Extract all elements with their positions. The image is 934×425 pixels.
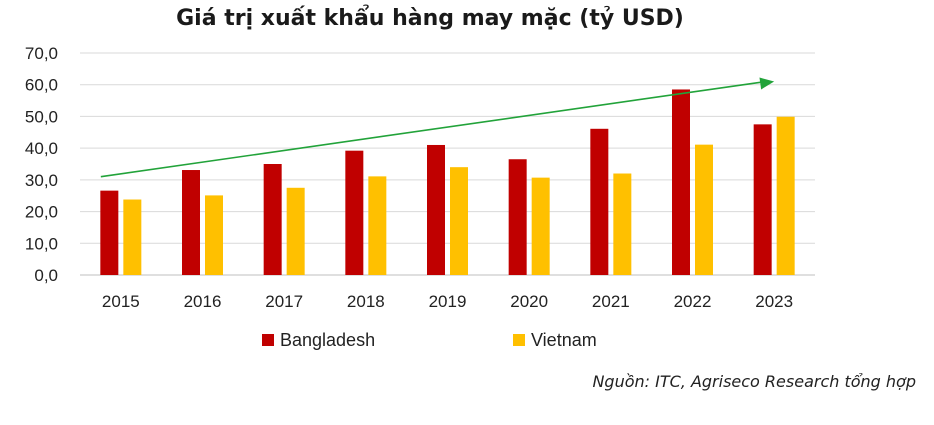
- x-axis: 2015 2016 2017 2018 2019 2020 2021 2022 2023: [102, 292, 793, 311]
- trend-line: [100, 81, 763, 178]
- trend-arrowhead: [759, 77, 775, 90]
- x-tick-label: 2022: [674, 292, 712, 311]
- legend-label-bangladesh: Bangladesh: [280, 330, 375, 350]
- legend-label-vietnam: Vietnam: [531, 330, 597, 350]
- x-tick-label: 2023: [755, 292, 793, 311]
- bar-bangladesh-2017: [263, 164, 282, 275]
- bar-bangladesh-2020: [508, 159, 527, 275]
- bar-bangladesh-2019: [427, 144, 445, 275]
- bar-bangladesh-2015: [100, 190, 119, 275]
- bar-bangladesh-2021: [590, 128, 609, 275]
- bar-vietnam-2020: [531, 177, 550, 275]
- y-tick-label: 60,0: [25, 76, 58, 95]
- source-note: Nguồn: ITC, Agriseco Research tổng hợp: [592, 372, 916, 391]
- y-tick-label: 50,0: [25, 107, 58, 126]
- chart-title: Giá trị xuất khẩu hàng may mặc (tỷ USD): [176, 6, 684, 31]
- bar-bangladesh-2016: [182, 170, 200, 275]
- legend: Bangladesh Vietnam: [262, 330, 597, 350]
- trend-arrow: [100, 77, 775, 178]
- y-axis: 0,0 10,0 20,0 30,0 40,0 50,0 60,0 70,0: [25, 44, 58, 285]
- bar-vietnam-2019: [450, 167, 468, 275]
- legend-swatch-vietnam: [513, 334, 525, 346]
- y-tick-label: 40,0: [25, 139, 58, 158]
- y-tick-label: 20,0: [25, 203, 58, 222]
- y-tick-label: 70,0: [25, 44, 58, 63]
- y-tick-label: 10,0: [25, 234, 58, 253]
- x-tick-label: 2021: [592, 292, 630, 311]
- x-tick-label: 2018: [347, 292, 385, 311]
- bar-vietnam-2021: [613, 173, 632, 275]
- y-tick-label: 30,0: [25, 171, 58, 190]
- bar-vietnam-2017: [286, 187, 305, 275]
- gridlines: [80, 52, 815, 276]
- bar-vietnam-2018: [368, 176, 387, 275]
- bar-bangladesh-2023: [753, 124, 772, 275]
- bar-vietnam-2015: [123, 199, 142, 275]
- x-tick-label: 2019: [429, 292, 467, 311]
- bar-vietnam-2023: [776, 116, 795, 275]
- x-tick-label: 2015: [102, 292, 140, 311]
- bars: [100, 89, 795, 275]
- bar-vietnam-2022: [695, 144, 713, 275]
- bar-bangladesh-2022: [672, 89, 690, 275]
- x-tick-label: 2017: [265, 292, 303, 311]
- x-tick-label: 2016: [184, 292, 222, 311]
- legend-swatch-bangladesh: [262, 334, 274, 346]
- bar-vietnam-2016: [205, 195, 223, 275]
- y-tick-label: 0,0: [34, 266, 58, 285]
- bar-bangladesh-2018: [345, 150, 364, 275]
- x-tick-label: 2020: [510, 292, 548, 311]
